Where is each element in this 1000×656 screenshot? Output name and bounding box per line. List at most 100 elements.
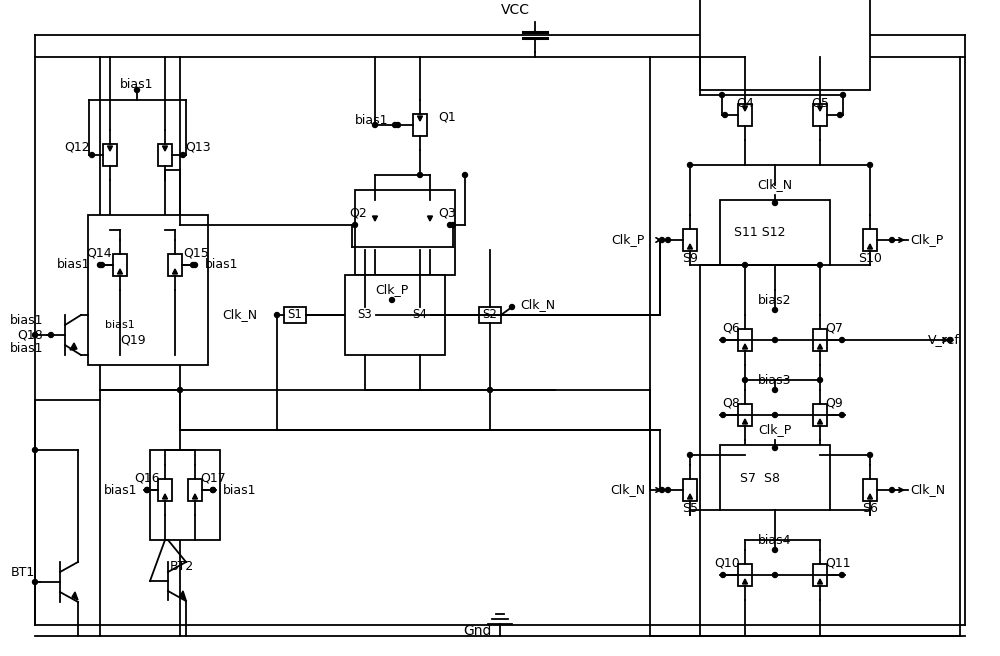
Bar — [813, 329, 827, 351]
Polygon shape — [868, 244, 872, 249]
Circle shape — [450, 222, 456, 228]
Text: bias1: bias1 — [205, 258, 239, 272]
Text: Q3: Q3 — [438, 207, 456, 220]
Bar — [88, 215, 208, 365]
Bar — [738, 329, 752, 351]
Circle shape — [660, 487, 664, 493]
Bar — [168, 254, 182, 276]
Circle shape — [720, 337, 726, 342]
Circle shape — [772, 573, 778, 577]
Circle shape — [144, 487, 150, 493]
Text: Q15: Q15 — [183, 247, 209, 260]
Text: bias1: bias1 — [10, 314, 43, 327]
Text: bias2: bias2 — [758, 293, 792, 306]
Text: S5: S5 — [682, 501, 698, 514]
Polygon shape — [688, 244, 692, 249]
Text: Clk_N: Clk_N — [520, 298, 555, 312]
Circle shape — [190, 262, 196, 268]
Text: bias3: bias3 — [758, 373, 792, 386]
Circle shape — [720, 573, 726, 577]
Polygon shape — [418, 116, 422, 121]
Polygon shape — [162, 494, 168, 499]
Polygon shape — [162, 146, 168, 151]
Circle shape — [488, 388, 492, 392]
Text: Q5: Q5 — [811, 96, 829, 110]
Circle shape — [660, 237, 664, 243]
Polygon shape — [868, 494, 872, 499]
Text: Clk_N: Clk_N — [222, 308, 257, 321]
Text: S10: S10 — [858, 251, 882, 264]
Bar — [683, 229, 697, 251]
Text: bias1: bias1 — [104, 483, 137, 497]
Circle shape — [772, 201, 778, 205]
Text: Q13: Q13 — [185, 140, 211, 154]
Text: Gnd: Gnd — [464, 624, 492, 638]
Circle shape — [772, 445, 778, 451]
Bar — [354, 307, 376, 323]
Circle shape — [742, 262, 748, 268]
Text: Clk_P: Clk_P — [375, 283, 409, 297]
Text: Q7: Q7 — [825, 321, 843, 335]
Bar — [738, 104, 752, 126]
Circle shape — [396, 123, 400, 127]
Bar — [813, 404, 827, 426]
Circle shape — [772, 308, 778, 312]
Circle shape — [840, 573, 844, 577]
Text: Q4: Q4 — [736, 96, 754, 110]
Circle shape — [838, 112, 842, 117]
Text: Q17: Q17 — [200, 472, 226, 485]
Text: S7  S8: S7 S8 — [740, 472, 780, 485]
Circle shape — [772, 388, 778, 392]
Text: Q9: Q9 — [825, 396, 843, 409]
Text: BT1: BT1 — [11, 565, 35, 579]
Bar — [700, 0, 870, 90]
Circle shape — [390, 298, 394, 302]
Bar — [409, 307, 431, 323]
Polygon shape — [72, 592, 78, 600]
Text: Q18: Q18 — [17, 329, 43, 342]
Bar — [738, 564, 752, 586]
Bar — [720, 200, 830, 265]
Circle shape — [840, 337, 844, 342]
Polygon shape — [742, 579, 748, 584]
Circle shape — [666, 487, 670, 493]
Bar — [355, 190, 455, 275]
Polygon shape — [818, 344, 822, 349]
Text: Q16: Q16 — [134, 472, 160, 485]
Polygon shape — [818, 579, 822, 584]
Polygon shape — [742, 106, 748, 111]
Circle shape — [100, 262, 104, 268]
Circle shape — [688, 163, 692, 167]
Circle shape — [840, 413, 844, 417]
Bar — [368, 214, 382, 236]
Circle shape — [178, 388, 182, 392]
Text: S9: S9 — [682, 251, 698, 264]
Text: Q14: Q14 — [86, 247, 112, 260]
Bar — [813, 564, 827, 586]
Text: bias1: bias1 — [56, 258, 90, 272]
Circle shape — [772, 548, 778, 552]
Polygon shape — [180, 591, 186, 600]
Bar — [720, 445, 830, 510]
Circle shape — [32, 579, 38, 584]
Circle shape — [48, 333, 54, 337]
Circle shape — [392, 123, 398, 127]
Circle shape — [948, 337, 952, 342]
Text: S2: S2 — [483, 308, 497, 321]
Polygon shape — [742, 419, 748, 424]
Circle shape — [772, 337, 778, 342]
Text: bias1: bias1 — [10, 342, 43, 356]
Polygon shape — [742, 344, 748, 349]
Text: V_ref: V_ref — [928, 333, 960, 346]
Circle shape — [772, 413, 778, 417]
Text: Clk_P: Clk_P — [612, 234, 645, 247]
Text: bias4: bias4 — [758, 533, 792, 546]
Bar — [188, 479, 202, 501]
Circle shape — [90, 152, 94, 157]
Bar — [158, 144, 172, 166]
Circle shape — [868, 453, 872, 457]
Text: Q12: Q12 — [64, 140, 90, 154]
Circle shape — [818, 377, 822, 382]
Text: Q1: Q1 — [438, 110, 456, 123]
Circle shape — [32, 447, 38, 453]
